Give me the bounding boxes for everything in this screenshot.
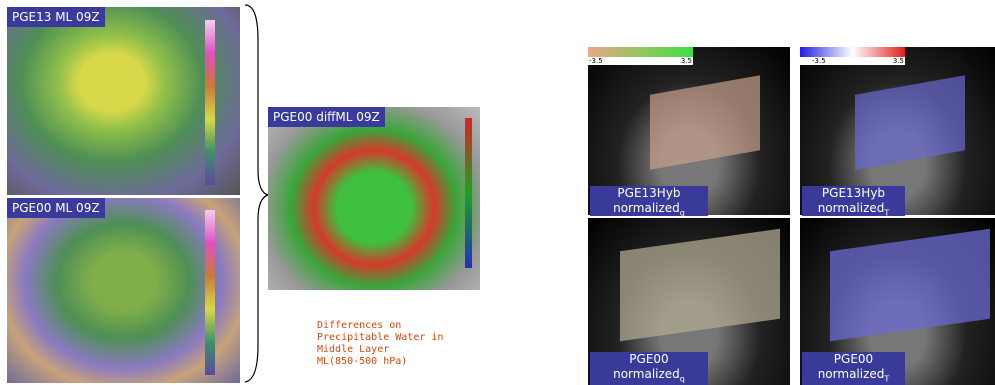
- subscript: T: [884, 374, 890, 384]
- panel-label: PGE00 ML 09Z: [7, 198, 105, 218]
- subscript: q: [679, 374, 685, 384]
- map-image: [7, 198, 240, 383]
- panel-quantity: normalized: [613, 367, 680, 381]
- colorbar-labels: -3.5 3.5: [800, 57, 905, 65]
- panel-quantity: normalized: [817, 367, 885, 381]
- caption-line: Middle Layer: [317, 344, 390, 355]
- caption-line: ML(850-500 hPa): [317, 356, 408, 367]
- colorbar: [205, 20, 215, 185]
- colorbar-max: 3.5: [680, 57, 692, 65]
- panel-label: PGE13Hyb normalizedT: [802, 186, 905, 218]
- colorbar-min: -3.5: [589, 57, 603, 65]
- brace: [244, 4, 270, 383]
- colorbar: [800, 47, 905, 57]
- caption-line: Precipitable Water in: [317, 332, 444, 343]
- map-image: [7, 7, 240, 195]
- panel-label: PGE00 normalizedT: [802, 352, 905, 385]
- subscript: q: [679, 208, 685, 218]
- colorbar: [465, 118, 472, 268]
- panel-name: PGE00: [833, 352, 874, 366]
- panel-quantity: normalized: [817, 201, 885, 215]
- colorbar: [205, 210, 215, 375]
- colorbar-min: -3.5: [812, 57, 826, 65]
- caption-line: Differences on: [317, 320, 402, 331]
- panel-label: PGE13 ML 09Z: [7, 7, 105, 27]
- panel-label: PGE13Hyb normalizedq: [590, 186, 708, 218]
- subscript: T: [884, 208, 890, 218]
- colorbar-labels: -3.5 3.5: [588, 57, 693, 65]
- panel-label: PGE00 diffML 09Z: [268, 107, 385, 127]
- colorbar: [588, 47, 693, 57]
- panel-label: PGE00 normalizedq: [590, 352, 708, 385]
- map-image: [268, 107, 480, 290]
- panel-name: PGE13Hyb: [821, 186, 886, 200]
- caption: Differences on Precipitable Water in Mid…: [317, 320, 443, 368]
- panel-quantity: normalized: [613, 201, 680, 215]
- panel-name: PGE00: [629, 352, 669, 366]
- colorbar-max: 3.5: [892, 57, 904, 65]
- panel-name: PGE13Hyb: [617, 186, 681, 200]
